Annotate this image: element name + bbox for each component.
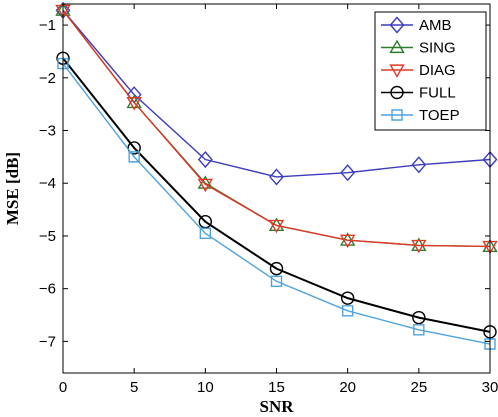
axes-layer: 0 5 10 15 20 25 30 −1 −2 −3 −4 −5 −6 −7: [39, 3, 498, 396]
x-tick-label: 25: [410, 379, 427, 396]
data-point-toep: [270, 275, 283, 287]
plot-layer: [55, 1, 498, 350]
legend-item-toep: TOEP: [381, 107, 460, 124]
y-tick-label: −3: [39, 123, 56, 140]
data-point-diag: [339, 234, 356, 249]
data-point-sing: [268, 217, 285, 231]
legend-label: DIAG: [419, 62, 456, 79]
series-line-full: [62, 57, 491, 333]
data-point-full: [412, 310, 426, 325]
data-point-toep: [57, 57, 69, 70]
legend-item-amb: AMB: [381, 16, 452, 34]
data-point-amb: [269, 168, 284, 186]
x-tick-label: 0: [59, 379, 67, 396]
legend-item-sing: SING: [381, 40, 456, 57]
data-point-full: [269, 261, 284, 276]
x-tick-label: 10: [197, 379, 214, 396]
legend-marker: [389, 16, 405, 34]
y-tick-label: −4: [39, 175, 56, 192]
legend-label: SING: [419, 40, 456, 57]
legend-marker: [389, 64, 405, 78]
y-tick-label: −5: [39, 228, 56, 245]
data-point-toep: [484, 338, 496, 350]
data-point-full: [340, 291, 355, 305]
data-point-diag: [126, 97, 142, 111]
series-line-toep: [62, 63, 491, 345]
legend-label: AMB: [419, 17, 452, 34]
data-point-sing: [126, 94, 142, 109]
series-line-diag: [62, 9, 491, 248]
legend-item-diag: DIAG: [381, 62, 456, 79]
data-point-amb: [197, 150, 213, 169]
x-axis-label: SNR: [259, 397, 294, 416]
y-tick-label: −2: [39, 70, 56, 87]
y-tick-label: −6: [39, 281, 56, 298]
x-tick-label: 20: [339, 379, 356, 396]
series-toep: [57, 57, 496, 350]
legend-label: TOEP: [419, 107, 460, 124]
x-tick-label: 30: [482, 379, 498, 396]
x-tick-label: 5: [130, 379, 138, 396]
data-point-toep: [413, 324, 425, 336]
y-tick-label: −1: [39, 17, 56, 34]
data-point-diag: [268, 219, 285, 234]
x-tick-label: 15: [268, 379, 285, 396]
legend-item-full: FULL: [381, 85, 456, 102]
data-point-amb: [340, 164, 356, 182]
data-point-toep: [199, 227, 212, 240]
data-point-diag: [197, 178, 214, 193]
data-point-diag: [411, 239, 427, 254]
data-point-toep: [128, 151, 140, 163]
legend-marker: [390, 85, 404, 100]
legend: AMB SING DIAG FULL TOEP: [374, 11, 487, 131]
data-point-sing: [197, 175, 214, 189]
data-point-amb: [411, 156, 427, 174]
data-point-toep: [341, 305, 354, 317]
legend-label: FULL: [419, 85, 456, 102]
y-tick-label: −7: [39, 333, 56, 350]
legend-marker: [389, 39, 405, 54]
legend-marker: [391, 109, 403, 121]
y-axis-label: MSE [dB]: [3, 152, 22, 225]
